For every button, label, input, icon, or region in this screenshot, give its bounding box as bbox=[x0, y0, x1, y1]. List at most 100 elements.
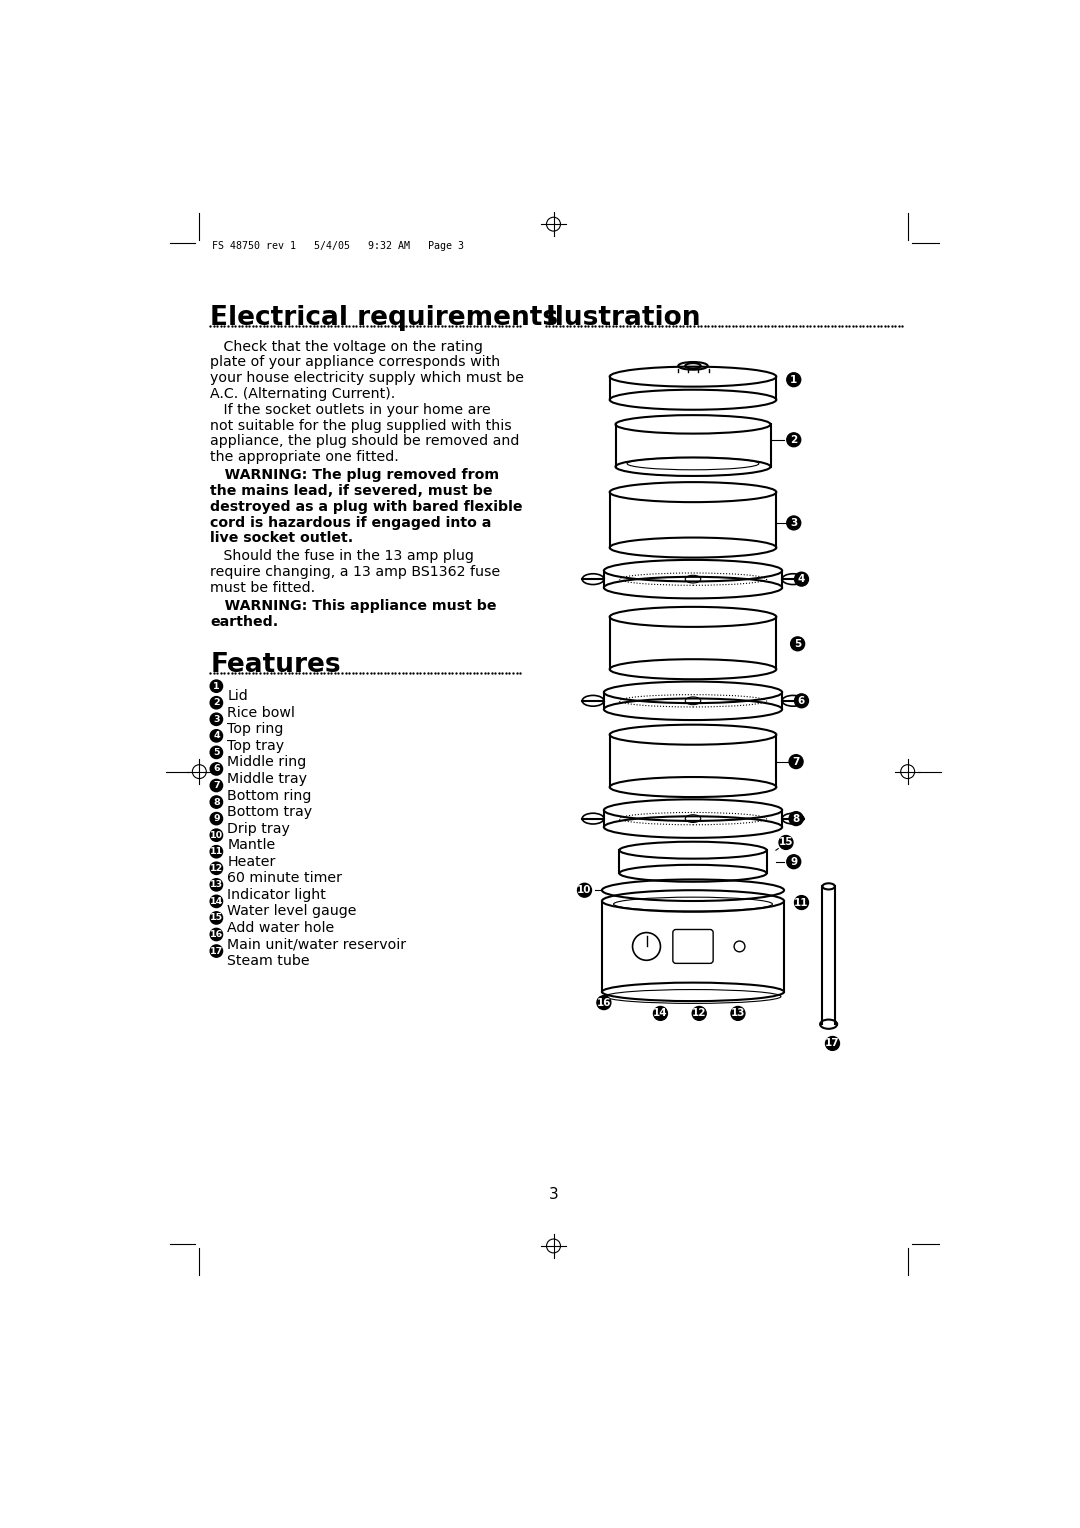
Text: 12: 12 bbox=[210, 863, 222, 872]
Text: Main unit/water reservoir: Main unit/water reservoir bbox=[227, 938, 406, 952]
Text: 17: 17 bbox=[825, 1039, 840, 1048]
Text: WARNING: The plug removed from: WARNING: The plug removed from bbox=[211, 468, 499, 483]
Text: Middle ring: Middle ring bbox=[227, 755, 307, 770]
Circle shape bbox=[211, 862, 222, 874]
Circle shape bbox=[211, 879, 222, 891]
Text: Rice bowl: Rice bowl bbox=[227, 706, 295, 720]
Text: 15: 15 bbox=[210, 914, 222, 923]
Circle shape bbox=[211, 680, 222, 692]
Text: 13: 13 bbox=[731, 1008, 745, 1019]
Text: 7: 7 bbox=[213, 781, 219, 790]
Text: 17: 17 bbox=[210, 946, 222, 955]
Text: If the socket outlets in your home are: If the socket outlets in your home are bbox=[211, 403, 491, 417]
Text: Should the fuse in the 13 amp plug: Should the fuse in the 13 amp plug bbox=[211, 550, 474, 564]
Text: appliance, the plug should be removed and: appliance, the plug should be removed an… bbox=[211, 434, 519, 448]
Text: 5: 5 bbox=[794, 639, 801, 649]
Text: 5: 5 bbox=[213, 747, 219, 756]
Text: 8: 8 bbox=[793, 813, 799, 824]
Circle shape bbox=[211, 796, 222, 808]
Text: A.C. (Alternating Current).: A.C. (Alternating Current). bbox=[211, 387, 395, 400]
Circle shape bbox=[795, 694, 809, 707]
Circle shape bbox=[211, 762, 222, 775]
Circle shape bbox=[211, 697, 222, 709]
Text: Bottom ring: Bottom ring bbox=[227, 788, 312, 802]
Text: Middle tray: Middle tray bbox=[227, 772, 307, 785]
Text: Top tray: Top tray bbox=[227, 740, 284, 753]
Text: 3: 3 bbox=[549, 1187, 558, 1203]
Text: Mantle: Mantle bbox=[227, 839, 275, 853]
Text: Top ring: Top ring bbox=[227, 723, 284, 736]
Text: Features: Features bbox=[211, 652, 341, 678]
Text: FS 48750 rev 1   5/4/05   9:32 AM   Page 3: FS 48750 rev 1 5/4/05 9:32 AM Page 3 bbox=[213, 241, 464, 251]
Text: 12: 12 bbox=[692, 1008, 706, 1019]
Circle shape bbox=[211, 746, 222, 758]
Text: 60 minute timer: 60 minute timer bbox=[227, 871, 342, 885]
Circle shape bbox=[211, 845, 222, 857]
Text: Indicator light: Indicator light bbox=[227, 888, 326, 902]
Text: 10: 10 bbox=[577, 885, 592, 895]
Circle shape bbox=[795, 571, 809, 587]
Text: earthed.: earthed. bbox=[211, 614, 279, 630]
Circle shape bbox=[211, 895, 222, 908]
Text: 9: 9 bbox=[213, 814, 219, 824]
Circle shape bbox=[692, 1007, 706, 1021]
Text: 8: 8 bbox=[213, 798, 219, 807]
Text: 10: 10 bbox=[210, 831, 222, 840]
Text: live socket outlet.: live socket outlet. bbox=[211, 532, 353, 545]
Text: Electrical requirements: Electrical requirements bbox=[211, 306, 558, 332]
Circle shape bbox=[653, 1007, 667, 1021]
Text: Heater: Heater bbox=[227, 854, 275, 869]
Text: cord is hazardous if engaged into a: cord is hazardous if engaged into a bbox=[211, 515, 491, 530]
Circle shape bbox=[789, 811, 804, 825]
Text: 6: 6 bbox=[213, 764, 219, 773]
Text: 7: 7 bbox=[793, 756, 800, 767]
Text: 9: 9 bbox=[791, 857, 797, 866]
Text: Lid: Lid bbox=[227, 689, 248, 703]
Text: 16: 16 bbox=[596, 998, 611, 1007]
Circle shape bbox=[786, 432, 800, 446]
Text: 4: 4 bbox=[798, 575, 806, 584]
Text: WARNING: This appliance must be: WARNING: This appliance must be bbox=[211, 599, 497, 613]
Text: 3: 3 bbox=[213, 715, 219, 724]
Circle shape bbox=[731, 1007, 745, 1021]
Circle shape bbox=[825, 1036, 839, 1050]
Circle shape bbox=[211, 929, 222, 941]
Circle shape bbox=[786, 373, 800, 387]
Text: not suitable for the plug supplied with this: not suitable for the plug supplied with … bbox=[211, 419, 512, 432]
Text: 13: 13 bbox=[210, 880, 222, 889]
Circle shape bbox=[791, 637, 805, 651]
Text: destroyed as a plug with bared flexible: destroyed as a plug with bared flexible bbox=[211, 500, 523, 513]
Text: 14: 14 bbox=[210, 897, 222, 906]
Text: 16: 16 bbox=[210, 931, 222, 940]
Text: plate of your appliance corresponds with: plate of your appliance corresponds with bbox=[211, 356, 500, 370]
Circle shape bbox=[211, 779, 222, 792]
Circle shape bbox=[578, 883, 592, 897]
Text: require changing, a 13 amp BS1362 fuse: require changing, a 13 amp BS1362 fuse bbox=[211, 565, 500, 579]
Text: 15: 15 bbox=[779, 837, 793, 848]
Text: your house electricity supply which must be: your house electricity supply which must… bbox=[211, 371, 524, 385]
Circle shape bbox=[786, 854, 800, 868]
Text: the appropriate one fitted.: the appropriate one fitted. bbox=[211, 451, 399, 465]
Text: 2: 2 bbox=[213, 698, 219, 707]
Circle shape bbox=[795, 895, 809, 909]
Text: 1: 1 bbox=[791, 374, 797, 385]
Text: 1: 1 bbox=[213, 681, 219, 691]
Text: must be fitted.: must be fitted. bbox=[211, 581, 315, 594]
Text: Drip tray: Drip tray bbox=[227, 822, 291, 836]
Text: 3: 3 bbox=[791, 518, 797, 529]
Circle shape bbox=[211, 830, 222, 842]
Text: the mains lead, if severed, must be: the mains lead, if severed, must be bbox=[211, 484, 492, 498]
Circle shape bbox=[211, 813, 222, 825]
Circle shape bbox=[597, 996, 611, 1010]
Circle shape bbox=[779, 836, 793, 850]
Text: Bottom tray: Bottom tray bbox=[227, 805, 312, 819]
Text: Ilustration: Ilustration bbox=[545, 306, 701, 332]
Text: Water level gauge: Water level gauge bbox=[227, 905, 356, 918]
Text: 14: 14 bbox=[653, 1008, 667, 1019]
Text: 11: 11 bbox=[210, 847, 222, 856]
Text: Check that the voltage on the rating: Check that the voltage on the rating bbox=[211, 339, 483, 353]
Circle shape bbox=[211, 730, 222, 743]
Text: Add water hole: Add water hole bbox=[227, 921, 335, 935]
Text: 4: 4 bbox=[213, 732, 219, 741]
Circle shape bbox=[789, 755, 804, 769]
